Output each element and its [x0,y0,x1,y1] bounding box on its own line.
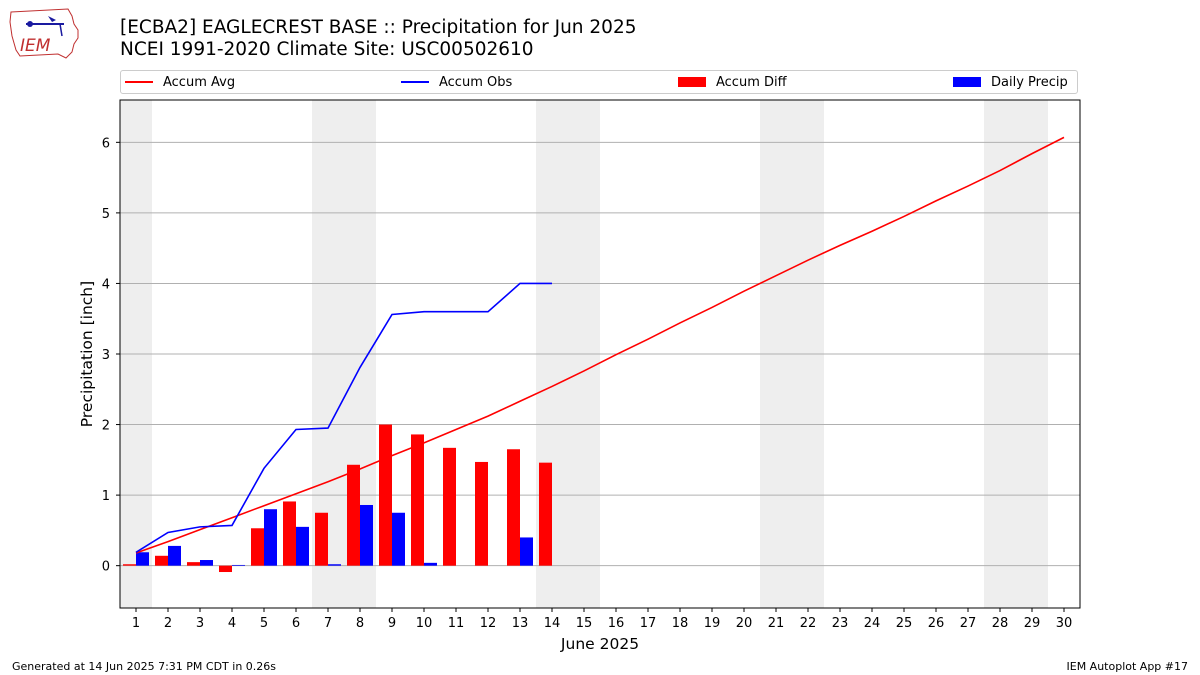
legend-label-accum-diff: Accum Diff [716,74,787,90]
legend: Accum Avg Accum Obs Accum Diff Daily Pre… [120,70,1078,94]
x-tick-label-13: 13 [512,616,529,631]
y-tick-label-6: 6 [102,136,110,151]
y-tick-label-4: 4 [102,277,110,292]
daily-bar-13 [520,537,533,566]
x-tick-label-9: 9 [388,616,396,631]
chart-title: [ECBA2] EAGLECREST BASE :: Precipitation… [120,17,637,38]
accum-obs-line [135,282,552,553]
diff-bar-5 [251,528,264,566]
daily-bar-9 [392,512,405,566]
diff-bar-4 [219,565,232,573]
x-tick-label-5: 5 [260,616,268,631]
x-tick-label-25: 25 [896,616,913,631]
x-tick-label-6: 6 [292,616,300,631]
x-tick-label-3: 3 [196,616,204,631]
x-tick-label-8: 8 [356,616,364,631]
x-tick-label-30: 30 [1056,616,1073,631]
legend-item-daily-precip: Daily Precip [953,74,1068,90]
x-tick-label-18: 18 [672,616,689,631]
x-tick-label-12: 12 [480,616,497,631]
legend-label-accum-avg: Accum Avg [163,74,236,90]
diff-bar-11 [443,447,456,566]
x-axis-label: June 2025 [560,635,639,653]
x-tick-label-2: 2 [164,616,172,631]
y-tick-label-3: 3 [102,348,110,363]
diff-bar-6 [283,501,296,566]
diff-bar-1 [123,564,136,566]
daily-bar-7 [328,564,341,566]
y-tick-label-5: 5 [102,207,110,222]
x-tick-label-22: 22 [800,616,817,631]
x-tick-label-16: 16 [608,616,625,631]
daily-bar-5 [264,509,277,566]
daily-bar-6 [296,526,309,566]
x-tick-label-29: 29 [1024,616,1041,631]
y-tick-label-2: 2 [102,419,110,434]
diff-bar-9 [379,424,392,566]
x-tick-label-27: 27 [960,616,977,631]
legend-swatch-accum-avg [125,81,153,83]
chart-subtitle: NCEI 1991-2020 Climate Site: USC00502610 [120,39,534,60]
x-tick-label-4: 4 [228,616,236,631]
x-tick-label-17: 17 [640,616,657,631]
x-tick-label-1: 1 [132,616,140,631]
x-tick-label-21: 21 [768,616,785,631]
generated-footer: Generated at 14 Jun 2025 7:31 PM CDT in … [12,660,277,673]
x-tick-label-10: 10 [416,616,433,631]
daily-bar-3 [200,560,213,566]
diff-bar-3 [187,562,200,566]
y-axis-label: Precipitation [inch] [78,281,96,427]
daily-bar-10 [424,562,437,566]
accum-avg-line [135,136,1065,554]
legend-swatch-daily-precip [953,77,981,87]
legend-item-accum-obs: Accum Obs [401,74,512,90]
diff-bar-13 [507,449,520,566]
x-tick-label-20: 20 [736,616,753,631]
x-tick-label-11: 11 [448,616,465,631]
iem-logo: IEM [8,6,82,60]
x-tick-label-19: 19 [704,616,721,631]
x-tick-label-15: 15 [576,616,593,631]
logo-text: IEM [20,36,51,56]
x-tick-label-23: 23 [832,616,849,631]
x-tick-label-7: 7 [324,616,332,631]
diff-bar-7 [315,512,328,566]
x-tick-label-28: 28 [992,616,1009,631]
legend-label-daily-precip: Daily Precip [991,74,1068,90]
daily-bar-2 [168,545,181,566]
legend-item-accum-avg: Accum Avg [125,74,235,90]
diff-bar-10 [411,434,424,566]
iowa-map-icon: IEM [9,8,79,59]
x-tick-label-14: 14 [544,616,561,631]
diff-bar-2 [155,555,168,566]
legend-swatch-accum-diff [678,77,706,87]
diff-bar-12 [475,461,488,566]
y-tick-label-0: 0 [102,560,110,575]
x-tick-label-24: 24 [864,616,881,631]
diff-bar-14 [539,462,552,566]
legend-swatch-accum-obs [401,81,429,83]
legend-label-accum-obs: Accum Obs [439,74,513,90]
x-tick-label-26: 26 [928,616,945,631]
app-footer: IEM Autoplot App #17 [1066,660,1189,673]
legend-item-accum-diff: Accum Diff [678,74,787,90]
diff-bar-8 [347,464,360,566]
y-tick-label-1: 1 [102,489,110,504]
daily-bar-8 [360,504,373,566]
daily-bar-4 [232,564,245,566]
daily-bar-1 [136,552,149,566]
